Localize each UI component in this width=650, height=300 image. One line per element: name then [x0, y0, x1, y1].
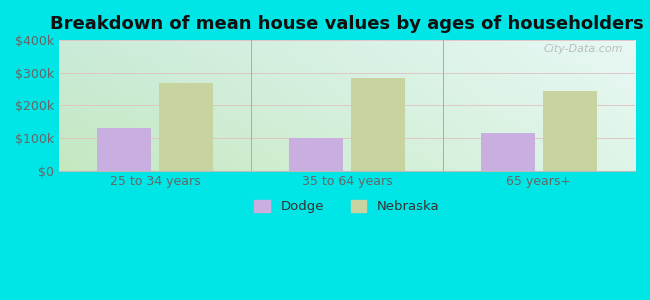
Bar	[351, 78, 404, 171]
Title: Breakdown of mean house values by ages of householders: Breakdown of mean house values by ages o…	[50, 15, 644, 33]
Legend: Dodge, Nebraska: Dodge, Nebraska	[249, 195, 445, 219]
Bar	[289, 138, 343, 171]
Bar	[543, 91, 597, 171]
Text: City-Data.com: City-Data.com	[544, 44, 623, 54]
Bar	[98, 128, 151, 171]
Bar	[482, 133, 535, 171]
Bar	[159, 82, 213, 171]
